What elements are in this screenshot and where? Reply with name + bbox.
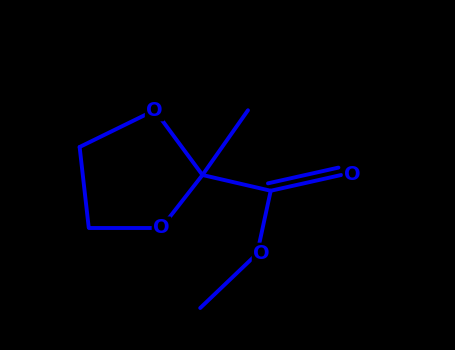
Text: O: O xyxy=(147,101,163,120)
Text: O: O xyxy=(344,166,361,184)
Text: O: O xyxy=(153,218,170,237)
Text: O: O xyxy=(253,244,270,263)
